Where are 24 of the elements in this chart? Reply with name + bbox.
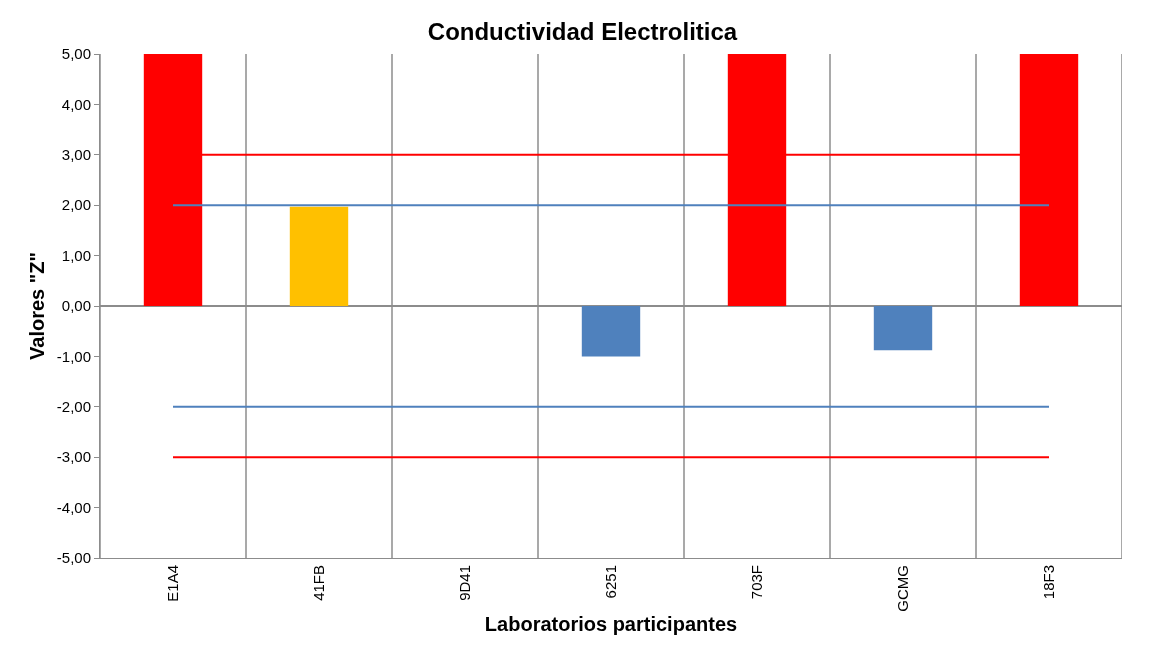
x-tick-label: GCMG — [893, 565, 911, 612]
y-tick-label: 3,00 — [61, 146, 91, 164]
y-tick-label: 2,00 — [61, 196, 91, 214]
y-tick-label: 0,00 — [61, 297, 91, 315]
y-tick-label: -1,00 — [56, 347, 91, 365]
x-axis-title: Laboratorios participantes — [484, 613, 738, 636]
y-tick-label: -4,00 — [56, 498, 91, 516]
x-tick-label: 41FB — [309, 565, 327, 601]
x-tick-label: 703F — [747, 565, 765, 600]
x-tick-label: 9D41 — [455, 565, 473, 601]
x-tick-label: E1A4 — [163, 565, 181, 602]
x-tick-label: 18F3 — [1039, 565, 1057, 600]
y-tick-label: 1,00 — [61, 246, 91, 264]
x-tick-label: 6251 — [601, 565, 619, 599]
bar — [873, 306, 933, 351]
y-tick-label: -3,00 — [56, 448, 91, 466]
bar — [581, 306, 641, 357]
y-axis-title: Valores "Z" — [26, 252, 49, 360]
bar — [289, 206, 349, 306]
y-tick-label: 5,00 — [61, 45, 91, 63]
chart-title: Conductividad Electrolitica — [427, 17, 738, 45]
y-tick-label: 4,00 — [61, 95, 91, 113]
y-tick-label: -5,00 — [56, 549, 91, 567]
y-tick-label: -2,00 — [56, 398, 91, 416]
